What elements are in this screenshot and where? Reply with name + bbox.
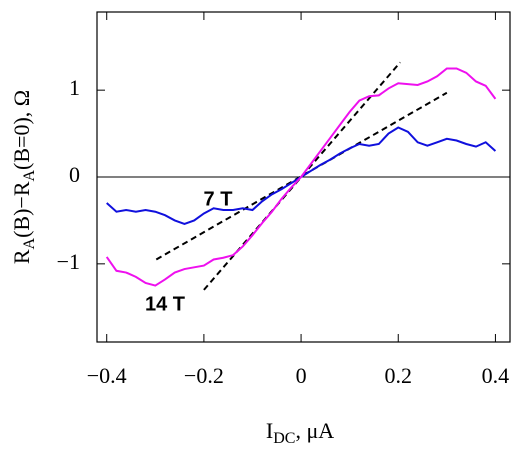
series-line xyxy=(105,67,497,287)
y-tick-label: −1 xyxy=(57,249,80,274)
fit-line xyxy=(155,91,448,261)
x-tick-label: −0.4 xyxy=(87,363,127,388)
series-label: 7 T xyxy=(204,188,233,210)
axis-label-part: I xyxy=(266,418,273,443)
axis-label-part: A xyxy=(21,237,38,249)
axis-label-part: (B)−R xyxy=(9,181,34,238)
axis-label-part: A xyxy=(21,169,38,181)
x-tick-label: 0.4 xyxy=(482,363,510,388)
x-tick-label: −0.2 xyxy=(184,363,224,388)
y-tick-label: 0 xyxy=(69,162,80,187)
axis-label-part: R xyxy=(9,249,34,264)
y-axis-label: RA(B)−RA(B=0), Ω xyxy=(9,90,38,264)
axis-label-part: (B=0), Ω xyxy=(9,90,34,170)
x-tick-label: 0.2 xyxy=(384,363,412,388)
x-axis-label: IDC, μA xyxy=(266,418,334,447)
x-tick-label: 0 xyxy=(296,363,307,388)
series-label: 14 T xyxy=(145,293,185,315)
axis-label-part: , μA xyxy=(295,418,334,443)
y-tick-label: 1 xyxy=(69,75,80,100)
axis-label-part: DC xyxy=(273,430,295,447)
